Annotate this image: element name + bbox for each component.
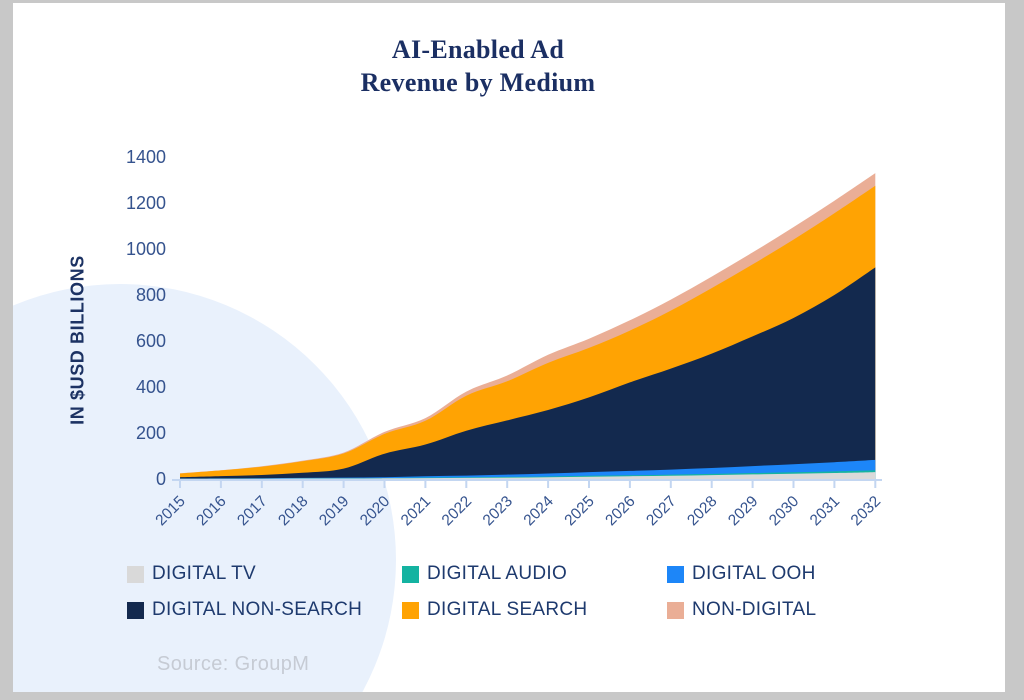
source-note: Source: GroupM [157,653,310,675]
decor-circle [13,284,396,692]
legend-swatch-icon [127,601,144,619]
legend-item-label: NON-DIGITAL [692,599,817,620]
y-tick-label: 600 [136,331,166,351]
legend-item-label: DIGITAL OOH [692,563,816,584]
legend-swatch-icon [402,601,419,619]
chart-title-line1: AI-Enabled Ad [391,35,565,64]
x-tick-label: 2026 [602,493,638,529]
legend-swatch-icon [667,601,684,619]
x-tick-label: 2024 [521,493,558,530]
x-tick-label: 2029 [725,493,761,529]
x-tick-label: 2023 [480,493,516,529]
chart-title: AI-Enabled Ad Revenue by Medium [0,33,956,99]
y-tick-label: 400 [136,377,166,397]
y-axis-title: IN $USD BILLIONS [67,255,88,425]
legend-item-digital-non-search: DIGITAL NON-SEARCH [127,599,402,621]
x-tick-label: 2021 [398,493,434,529]
legend-item-label: DIGITAL NON-SEARCH [152,599,363,620]
legend-item-label: DIGITAL AUDIO [427,563,568,584]
x-tick-label: 2022 [439,493,475,529]
legend-item-non-digital: NON-DIGITAL [667,599,897,621]
chart-plot-group [13,173,882,692]
chart-title-line2: Revenue by Medium [360,68,596,97]
x-tick-label: 2027 [643,493,679,529]
area-digital-non-search [180,267,876,479]
legend-item-label: DIGITAL TV [152,563,257,584]
y-tick-label: 800 [136,285,166,305]
x-tick-label: 2031 [807,493,843,529]
area-digital-tv [180,472,876,479]
legend-item-label: DIGITAL SEARCH [427,599,588,620]
legend-item-digital-audio: DIGITAL AUDIO [402,563,667,585]
legend-item-digital-search: DIGITAL SEARCH [402,599,667,621]
y-tick-label: 1000 [126,239,166,259]
x-tick-label: 2025 [561,493,597,529]
legend-swatch-icon [127,565,144,583]
legend-item-digital-ooh: DIGITAL OOH [667,563,897,585]
legend-item-digital-tv: DIGITAL TV [127,563,402,585]
x-tick-label: 2028 [684,493,720,529]
legend-swatch-icon [667,565,684,583]
x-tick-label: 2032 [848,493,884,529]
x-tick-label: 2030 [766,493,803,530]
y-tick-label: 200 [136,423,166,443]
chart-legend: DIGITAL TV DIGITAL AUDIO DIGITAL OOH DIGITA… [127,563,897,621]
y-tick-label: 1400 [126,147,166,167]
legend-swatch-icon [402,565,419,583]
y-tick-label: 1200 [126,193,166,213]
y-tick-label: 0 [156,469,166,489]
